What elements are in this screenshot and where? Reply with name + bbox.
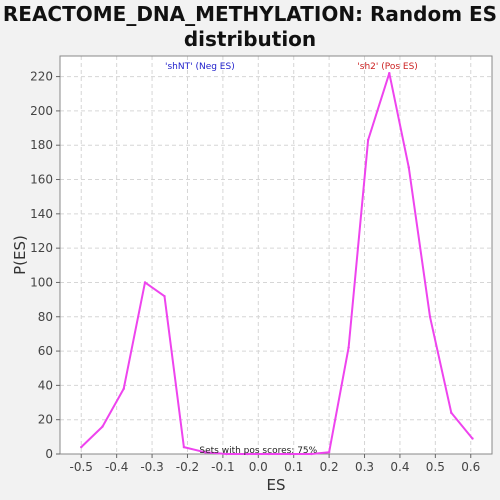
y-tick-label: 180: [30, 138, 53, 152]
data-point: [428, 315, 432, 318]
annotations: 'shNT' (Neg ES) 'sh2' (Pos ES) Sets with…: [165, 62, 418, 456]
data-point: [80, 445, 83, 449]
x-tick-label: -0.4: [105, 460, 128, 474]
x-tick-label: 0.6: [461, 460, 480, 474]
x-tick-label: 0.0: [249, 460, 268, 474]
chart-title: REACTOME_DNA_METHYLATION: Random ES dist…: [0, 2, 500, 52]
x-tick-label: 0.5: [426, 460, 445, 474]
y-tick-label: 0: [45, 447, 53, 461]
data-point: [203, 451, 207, 454]
y-tick-label: 200: [30, 104, 53, 118]
x-tick-label: 0.2: [320, 460, 339, 474]
data-point: [366, 138, 370, 142]
x-tick-label: -0.3: [140, 460, 163, 474]
data-point: [407, 166, 410, 169]
neg-es-annotation: 'shNT' (Neg ES): [165, 62, 235, 72]
data-point: [288, 452, 292, 456]
y-tick-label: 160: [30, 173, 53, 187]
data-point: [101, 425, 104, 428]
data-point: [163, 294, 166, 298]
pos-es-annotation: 'sh2' (Pos ES): [357, 62, 418, 72]
y-tick-label: 20: [38, 413, 53, 427]
y-tick-label: 100: [30, 275, 53, 289]
y-tick-label: 220: [30, 70, 53, 84]
data-point: [182, 445, 186, 449]
data-point: [388, 71, 391, 75]
data-point: [246, 452, 249, 456]
x-tick-label: -0.2: [176, 460, 199, 474]
title-line-1: REACTOME_DNA_METHYLATION: Random ES: [2, 2, 498, 26]
y-tick-label: 40: [38, 378, 53, 392]
y-tick-label: 140: [30, 207, 53, 221]
data-point: [347, 346, 350, 349]
y-tick-label: 60: [38, 344, 53, 358]
x-tick-label: 0.4: [390, 460, 409, 474]
data-point: [143, 281, 147, 284]
title-line-2: distribution: [183, 27, 317, 51]
x-axis-title: ES: [267, 476, 286, 494]
pos-scores-annotation: Sets with pos scores: 75%: [199, 446, 317, 456]
y-tick-label: 120: [30, 241, 53, 255]
x-tick-label: -0.1: [211, 460, 234, 474]
plot-area: [60, 56, 492, 454]
series-line: [80, 72, 474, 455]
data-point: [267, 452, 271, 456]
x-axis: -0.5 -0.4 -0.3 -0.2 -0.1 0.0 0.1 0.2 0.3 0.4 0.5 0.…: [70, 454, 480, 474]
y-tick-label: 80: [38, 310, 53, 324]
series-group: [80, 71, 474, 456]
data-point: [122, 387, 125, 391]
x-tick-label: 0.3: [355, 460, 374, 474]
y-axis: 0 20 40 60 80 100 120 140 160 180 200 220: [30, 70, 60, 461]
x-tick-label: -0.5: [70, 460, 93, 474]
data-point: [327, 451, 331, 454]
data-point: [310, 452, 313, 456]
data-point: [450, 411, 453, 415]
grid: [60, 56, 492, 455]
data-point: [471, 437, 474, 440]
data-point: [225, 452, 228, 456]
y-axis-title: P(ES): [11, 235, 29, 275]
x-tick-label: 0.1: [284, 460, 303, 474]
